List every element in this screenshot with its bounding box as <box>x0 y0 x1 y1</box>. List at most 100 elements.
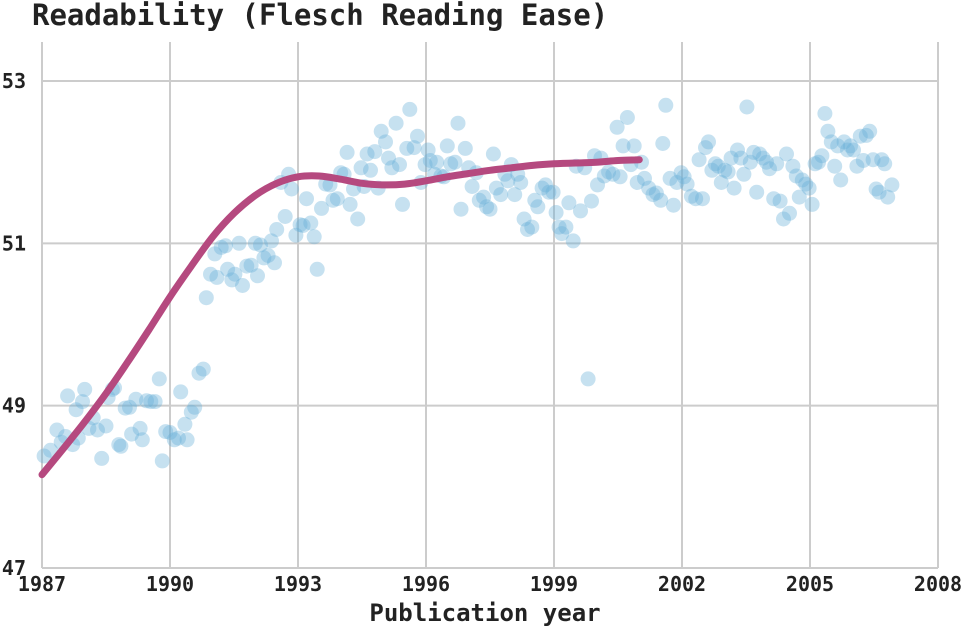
data-point <box>485 146 501 162</box>
data-point <box>791 189 807 205</box>
x-tick-label: 1996 <box>402 572 450 596</box>
data-point <box>673 165 689 181</box>
data-point <box>766 191 782 207</box>
data-point <box>746 144 762 160</box>
x-tick-label: 1990 <box>146 572 194 596</box>
data-point <box>179 432 195 448</box>
data-point <box>60 388 76 404</box>
data-point <box>325 192 341 208</box>
data-point <box>350 211 366 227</box>
data-point <box>807 156 823 172</box>
data-point <box>243 257 259 273</box>
data-point <box>75 394 90 410</box>
data-point <box>720 164 736 180</box>
data-point <box>339 144 355 160</box>
data-point <box>736 166 752 182</box>
data-point <box>629 175 645 190</box>
data-point <box>443 156 459 172</box>
data-point <box>852 128 868 144</box>
data-point <box>122 399 137 415</box>
data-point <box>742 154 758 170</box>
data-point <box>187 399 203 415</box>
data-point <box>626 138 642 154</box>
data-point <box>641 180 657 196</box>
data-point <box>874 152 890 168</box>
data-point <box>846 142 861 158</box>
data-point <box>98 418 114 434</box>
x-tick-label: 1987 <box>18 572 66 596</box>
data-point <box>147 394 163 410</box>
data-point <box>601 164 617 180</box>
gridlines <box>41 42 939 569</box>
data-point <box>739 99 755 115</box>
data-point <box>117 400 133 416</box>
y-tick-labels: 47 49 51 53 <box>2 69 26 580</box>
data-point <box>239 258 255 274</box>
data-point <box>207 246 223 262</box>
data-point <box>548 205 564 220</box>
data-point <box>843 138 858 154</box>
data-point <box>218 238 233 254</box>
data-point <box>619 110 635 125</box>
data-point <box>551 219 567 235</box>
data-point <box>524 219 540 235</box>
data-point <box>855 153 871 168</box>
data-point <box>695 191 710 207</box>
data-point <box>772 193 788 209</box>
x-axis-label: Publication year <box>369 599 600 626</box>
x-tick-label: 2008 <box>914 572 962 596</box>
data-point <box>195 361 211 377</box>
data-point <box>90 422 105 438</box>
data-point <box>198 290 214 306</box>
data-point <box>520 222 535 237</box>
data-point <box>884 177 900 193</box>
data-point <box>429 154 445 170</box>
data-point <box>500 173 516 189</box>
data-point <box>132 420 148 436</box>
data-point <box>227 266 243 282</box>
data-point <box>830 138 846 154</box>
data-point <box>590 177 605 193</box>
data-point <box>422 153 438 168</box>
data-point <box>868 181 884 197</box>
data-point <box>723 150 739 166</box>
data-point <box>183 404 199 420</box>
data-point <box>836 134 852 150</box>
data-point <box>698 140 713 156</box>
data-point <box>450 115 466 131</box>
data-point <box>253 237 268 253</box>
data-point <box>833 172 849 188</box>
data-point <box>880 189 896 205</box>
data-point <box>730 142 745 158</box>
data-point <box>342 196 358 212</box>
data-point <box>417 157 433 173</box>
data-point <box>439 138 455 154</box>
data-point <box>726 180 742 196</box>
data-point <box>707 156 723 172</box>
data-point <box>479 199 495 215</box>
data-point <box>373 123 389 139</box>
data-point <box>717 162 733 178</box>
data-point <box>303 215 319 231</box>
data-point <box>584 193 599 209</box>
data-point <box>615 138 631 154</box>
data-point <box>128 391 144 407</box>
data-point <box>49 422 65 438</box>
data-point <box>309 261 325 277</box>
trend-line <box>38 156 643 479</box>
data-point <box>534 180 550 196</box>
data-point <box>858 127 874 143</box>
data-point <box>573 203 588 219</box>
data-point <box>558 219 574 235</box>
data-point <box>513 175 529 190</box>
data-point <box>605 166 621 182</box>
data-point <box>516 211 532 227</box>
data-point <box>704 162 720 178</box>
data-point <box>669 175 685 190</box>
data-point <box>653 192 669 208</box>
data-point <box>191 365 207 381</box>
data-point <box>507 187 523 203</box>
data-point <box>782 205 797 221</box>
data-point <box>476 189 492 205</box>
data-point <box>209 269 225 285</box>
